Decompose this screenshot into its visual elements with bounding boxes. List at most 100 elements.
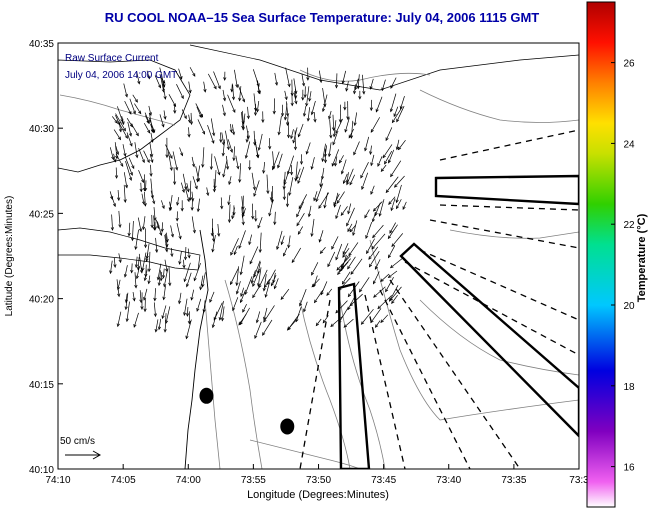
current-vector-head xyxy=(368,256,372,260)
current-vector xyxy=(125,293,128,303)
current-vector xyxy=(181,109,187,119)
x-tick-label: 73:40 xyxy=(436,475,461,486)
current-vector-head xyxy=(346,222,350,227)
current-vector xyxy=(254,321,262,339)
current-vector xyxy=(188,127,190,137)
current-vector xyxy=(207,125,215,144)
current-vector xyxy=(309,91,312,102)
current-vector-head xyxy=(147,129,151,134)
current-vector-head xyxy=(170,233,174,238)
current-vector-head xyxy=(186,188,190,193)
current-vector-head xyxy=(150,159,154,164)
current-vector-head xyxy=(349,228,353,233)
current-vector xyxy=(388,270,398,278)
current-vector-head xyxy=(231,96,236,101)
current-vector xyxy=(327,251,336,267)
current-vector-head xyxy=(241,126,246,131)
current-vector-head xyxy=(201,164,205,168)
current-vector-head xyxy=(295,318,299,323)
current-vector-head xyxy=(323,103,327,108)
current-vector xyxy=(333,193,340,206)
current-vector-head xyxy=(134,264,138,269)
current-vector-head xyxy=(264,294,268,298)
current-vector-head xyxy=(262,332,266,336)
current-vector-head xyxy=(296,222,300,227)
current-vector-head xyxy=(331,127,336,132)
current-vector xyxy=(157,263,162,280)
station-markers xyxy=(199,387,295,435)
current-vector xyxy=(170,225,174,237)
current-vector xyxy=(157,221,162,236)
current-vector xyxy=(197,119,205,135)
current-vector-head xyxy=(257,90,261,95)
current-vector-head xyxy=(175,217,179,222)
current-vector-head xyxy=(231,131,236,136)
current-vector xyxy=(334,156,338,166)
colorbar-tick-label: 26 xyxy=(623,59,635,70)
current-vector xyxy=(400,96,405,109)
current-vector xyxy=(135,229,139,250)
current-vector xyxy=(336,191,345,204)
current-vector xyxy=(264,279,270,288)
current-vector-head xyxy=(123,153,127,157)
current-vector-head xyxy=(118,224,122,229)
current-vector xyxy=(286,193,289,207)
current-vector xyxy=(131,263,133,273)
current-vector-head xyxy=(116,323,120,328)
current-vector xyxy=(149,154,153,163)
current-vector-head xyxy=(332,133,336,138)
current-vector-head xyxy=(180,152,184,157)
current-vector xyxy=(373,271,380,284)
map-layer: 50 cm/s Raw Surface Current July 04, 200… xyxy=(58,43,579,469)
current-vector-head xyxy=(233,251,237,256)
current-vector xyxy=(361,172,369,190)
current-vector-head xyxy=(196,178,200,182)
long-island-outline xyxy=(189,44,579,91)
current-vector-head xyxy=(347,210,351,215)
current-vector xyxy=(241,207,244,225)
current-vector-head xyxy=(372,208,377,212)
current-vector-head xyxy=(369,107,373,112)
current-vector xyxy=(148,117,155,133)
current-vector xyxy=(274,211,276,225)
annotation-line1: Raw Surface Current xyxy=(65,53,159,64)
current-vector xyxy=(343,173,348,184)
current-vector xyxy=(188,81,191,93)
current-vector xyxy=(143,288,148,301)
current-vector xyxy=(348,242,359,256)
current-vector-head xyxy=(121,121,125,126)
scale-arrow-label: 50 cm/s xyxy=(60,436,95,447)
coastline-nj xyxy=(58,59,191,173)
current-vector xyxy=(117,106,123,122)
current-vector-head xyxy=(236,165,240,170)
current-vector xyxy=(165,306,171,324)
current-vector-head xyxy=(338,119,342,123)
current-vector-head xyxy=(321,108,326,113)
current-vector-head xyxy=(135,275,139,280)
current-vector xyxy=(313,275,318,287)
current-vector-head xyxy=(210,232,214,237)
current-vector xyxy=(370,154,375,166)
current-vector-head xyxy=(292,139,296,144)
current-vector-head xyxy=(153,227,157,231)
current-vector xyxy=(185,187,190,202)
current-vector-head xyxy=(362,91,366,95)
current-vector xyxy=(288,235,291,248)
current-vector xyxy=(332,132,338,145)
current-vector xyxy=(341,159,347,174)
current-vector xyxy=(390,160,402,177)
current-vector-head xyxy=(283,252,286,257)
current-vector xyxy=(360,162,369,179)
current-vector-head xyxy=(313,299,318,304)
current-vector-head xyxy=(345,87,349,92)
current-vector-head xyxy=(273,221,277,226)
current-vector xyxy=(253,130,256,146)
current-vector-head xyxy=(387,235,392,240)
current-vector-head xyxy=(116,286,121,291)
current-vector xyxy=(109,147,114,160)
current-vector-head xyxy=(128,133,133,137)
current-vector-head xyxy=(268,212,272,217)
current-vector-head xyxy=(155,249,159,253)
current-vector xyxy=(322,143,326,162)
current-vector xyxy=(332,114,335,131)
